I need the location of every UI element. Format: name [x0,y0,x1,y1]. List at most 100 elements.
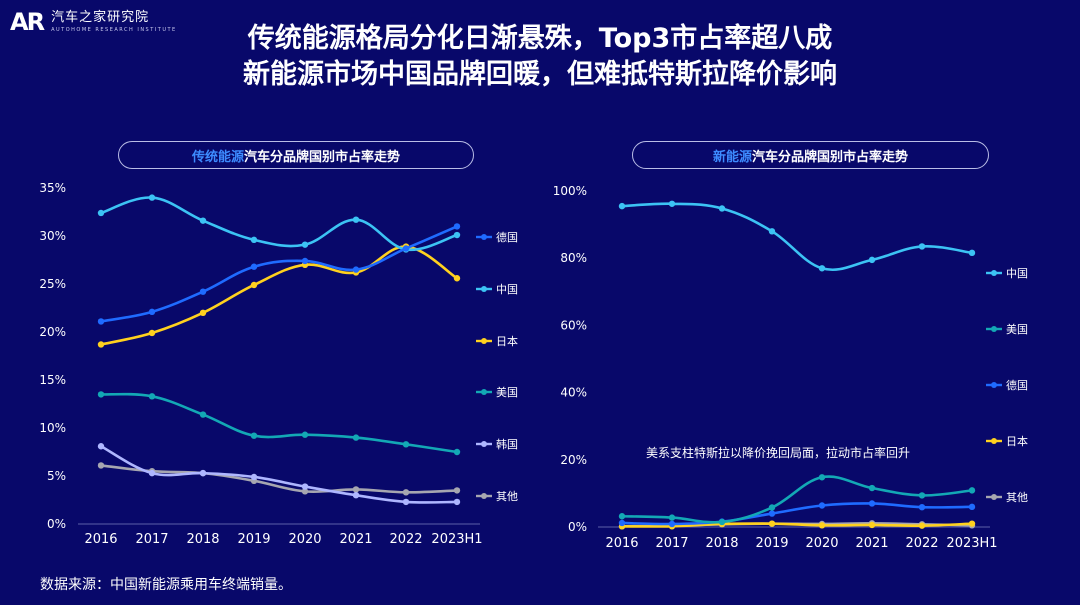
right-data-point-美国 [868,484,876,492]
right-y-tick-label: 0% [568,520,587,534]
logo-text: 汽车之家研究院 AUTOHOME RESEARCH INSTITUTE [51,10,177,33]
left-data-point-其他 [97,462,105,469]
left-data-point-日本 [250,281,258,289]
right-data-point-日本 [818,522,826,529]
left-legend-label-德国: 德国 [496,230,518,244]
page-title-line1: 传统能源格局分化日渐悬殊，Top3市占率超八成 [247,23,833,54]
left-data-point-美国 [250,432,258,439]
left-data-point-其他 [402,489,410,496]
right-data-point-中国 [668,200,676,207]
left-series-line-德国 [99,225,459,323]
right-legend-marker-美国 [991,326,997,332]
left-x-tick-label: 2022 [389,532,422,547]
right-chart-title-highlight: 新能源 [712,149,752,165]
left-data-point-美国 [301,431,309,438]
right-chart-title: 新能源 汽车分品牌国别市占率走势 [632,141,989,169]
right-legend-marker-日本 [991,438,997,444]
left-legend-label-中国: 中国 [496,283,518,296]
left-data-point-德国 [199,288,207,295]
left-legend-label-美国: 美国 [496,386,518,399]
left-data-point-美国 [453,448,461,456]
left-data-point-美国 [97,391,105,398]
right-data-point-德国 [768,510,776,517]
right-data-point-美国 [718,518,726,526]
left-data-point-中国 [199,217,207,224]
right-data-point-德国 [818,502,826,509]
left-data-point-中国 [301,241,309,248]
left-x-tick-label: 2020 [288,532,321,547]
left-data-point-中国 [352,216,360,223]
left-data-point-日本 [148,329,156,337]
left-y-tick-label: 20% [39,325,66,339]
right-legend-label-其他: 其他 [1006,491,1028,504]
right-x-tick-label: 2023H1 [946,536,997,551]
left-data-point-其他 [301,488,309,495]
right-y-tick-label: 40% [560,386,587,400]
right-data-point-日本 [968,520,976,527]
chart-annotation: 美系支柱特斯拉以降价挽回局面，拉动市占率回升 [646,446,911,460]
right-series-line-中国 [620,202,974,271]
left-x-tick-label: 2019 [237,532,270,547]
left-data-point-韩国 [250,473,258,481]
left-data-point-其他 [453,487,461,494]
left-x-tick-label: 2018 [186,532,219,547]
left-x-tick-label: 2017 [135,532,168,547]
left-y-tick-label: 0% [47,517,66,531]
right-series-line-美国 [620,475,974,524]
right-data-point-美国 [918,492,926,499]
right-data-point-中国 [868,256,876,264]
right-data-point-德国 [618,519,626,527]
left-chart-title-rest: 汽车分品牌国别市占率走势 [244,149,401,165]
left-data-point-日本 [97,341,105,348]
right-x-tick-label: 2022 [905,536,938,551]
right-y-tick-label: 20% [560,453,587,467]
right-series-line-日本 [620,522,974,528]
left-series-line-美国 [99,392,459,454]
right-x-tick-label: 2018 [705,536,738,551]
left-data-point-中国 [453,231,461,239]
left-data-point-日本 [453,275,461,282]
left-data-point-美国 [352,434,360,441]
right-chart-title-rest: 汽车分品牌国别市占率走势 [752,149,909,165]
right-data-point-美国 [968,487,976,494]
left-series-line-中国 [99,196,459,252]
right-data-point-中国 [718,205,726,212]
left-data-point-韩国 [97,443,105,450]
right-data-point-中国 [818,265,826,272]
left-x-tick-label: 2021 [339,532,372,547]
left-legend-label-韩国: 韩国 [496,437,518,451]
left-legend-marker-日本 [481,338,487,344]
left-y-tick-label: 25% [39,277,66,291]
right-data-point-美国 [768,504,776,511]
right-legend-label-日本: 日本 [1006,434,1028,448]
page-title-line2: 新能源市场中国品牌回暖，但难抵特斯拉降价影响 [243,59,837,90]
left-series-line-其他 [99,464,459,494]
left-data-point-韩国 [402,498,410,506]
right-legend-label-中国: 中国 [1006,267,1028,280]
left-x-tick-label: 2016 [84,532,117,547]
right-data-point-德国 [668,520,676,528]
left-x-tick-label: 2023H1 [431,532,482,547]
right-data-point-德国 [868,500,876,507]
left-y-tick-label: 5% [47,469,66,483]
right-series-line-德国 [620,502,974,526]
logo-mark: AR [10,8,45,36]
logo-name: 汽车之家研究院 [51,10,150,25]
left-data-point-韩国 [148,469,156,477]
right-y-tick-label: 60% [560,318,587,332]
right-legend-label-美国: 美国 [1006,323,1028,336]
left-data-point-其他 [352,486,360,493]
right-legend-marker-中国 [991,270,997,276]
left-y-tick-label: 35% [39,181,66,195]
left-data-point-德国 [97,318,105,325]
right-data-point-日本 [868,521,876,529]
right-y-tick-label: 80% [560,251,587,265]
logo-subtitle: AUTOHOME RESEARCH INSTITUTE [51,27,177,33]
left-legend-label-日本: 日本 [496,334,518,348]
right-data-point-中国 [968,249,976,257]
left-data-point-韩国 [199,469,207,477]
right-data-point-德国 [968,503,976,511]
left-data-point-德国 [453,223,461,230]
left-data-point-美国 [148,393,156,400]
